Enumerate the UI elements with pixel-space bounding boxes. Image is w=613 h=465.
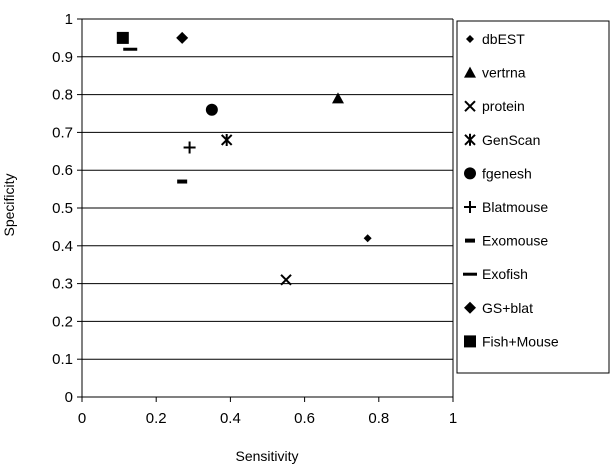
point-fish-mouse — [116, 31, 129, 44]
legend-label: Fish+Mouse — [482, 333, 559, 349]
y-tick-label: 0.8 — [52, 87, 73, 104]
gridlines — [82, 18, 453, 360]
legend-marker-protein — [464, 100, 476, 112]
legend-box — [456, 20, 610, 374]
y-tick-label: 0.3 — [52, 276, 73, 293]
legend-marker-genscan — [464, 133, 476, 146]
point-vertrna — [331, 92, 344, 104]
y-tick-label: 0.7 — [52, 124, 73, 141]
legend-label: protein — [482, 98, 525, 114]
x-tick-labels: 0 0.2 0.4 0.6 0.8 1 — [78, 410, 457, 427]
y-tick-labels: 0 0.1 0.2 0.3 0.4 0.5 0.6 0.7 0.8 0.9 1 — [52, 11, 73, 406]
point-exofish — [123, 47, 138, 51]
y-tick-label: 0.6 — [52, 162, 73, 179]
x-tick-label: 0.6 — [294, 410, 315, 427]
point-exomouse — [177, 179, 188, 184]
legend-label: dbEST — [482, 31, 525, 47]
y-tick-label: 1 — [65, 11, 73, 28]
point-genscan — [220, 133, 233, 146]
axes — [77, 18, 454, 402]
y-tick-label: 0 — [65, 389, 73, 406]
legend-marker-gs-blat — [464, 301, 476, 314]
legend-label: fgenesh — [482, 165, 532, 181]
y-tick-label: 0.1 — [52, 351, 73, 368]
legend-label: Blatmouse — [482, 199, 548, 215]
legend-label: Exomouse — [482, 233, 548, 249]
point-protein — [280, 274, 292, 286]
x-tick-label: 1 — [449, 410, 457, 427]
point-gs-blat — [176, 31, 189, 44]
point-blatmouse — [183, 141, 196, 154]
legend-marker-vertrna — [464, 66, 476, 78]
legend-label: Exofish — [482, 266, 528, 282]
legend-marker-fgenesh — [464, 167, 476, 180]
x-tick-label: 0.8 — [368, 410, 389, 427]
point-fgenesh — [205, 103, 218, 116]
y-tick-label: 0.5 — [52, 200, 73, 217]
x-tick-label: 0 — [78, 410, 86, 427]
legend-marker-blatmouse — [464, 201, 476, 213]
x-axis-title: Sensitivity — [235, 448, 298, 464]
legend-marker-fish-mouse — [464, 335, 476, 348]
data-points — [116, 31, 372, 286]
y-tick-label: 0.2 — [52, 313, 73, 330]
y-tick-label: 0.9 — [52, 49, 73, 66]
legend-marker-exofish — [463, 272, 477, 276]
x-tick-label: 0.4 — [220, 410, 241, 427]
legend-marker-dbest — [466, 35, 474, 43]
legend-label: GenScan — [482, 132, 540, 148]
y-axis-title: Specificity — [1, 173, 17, 236]
legend-marker-exomouse — [465, 238, 475, 243]
legend: dbEST vertrna protein GenScan fgenesh Blatmou… — [456, 20, 610, 374]
x-tick-label: 0.2 — [146, 410, 167, 427]
y-tick-label: 0.4 — [52, 238, 73, 255]
legend-label: vertrna — [482, 65, 526, 81]
legend-label: GS+blat — [482, 300, 533, 316]
point-dbest — [363, 234, 372, 243]
